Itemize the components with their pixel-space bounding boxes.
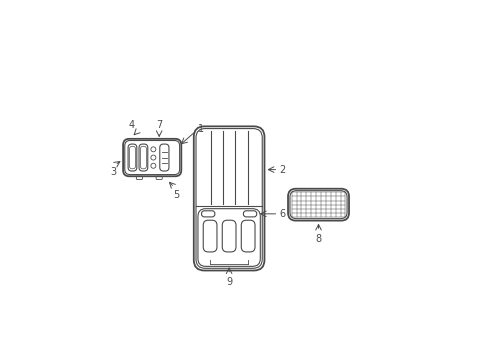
Text: 6: 6 [279,209,285,219]
Text: 4: 4 [128,120,134,130]
Text: 1: 1 [198,124,203,134]
Text: 2: 2 [279,165,285,175]
Text: 9: 9 [225,278,232,287]
Text: 3: 3 [110,167,116,177]
Text: 7: 7 [156,120,162,130]
Text: 8: 8 [315,234,321,244]
Text: 5: 5 [173,190,180,199]
